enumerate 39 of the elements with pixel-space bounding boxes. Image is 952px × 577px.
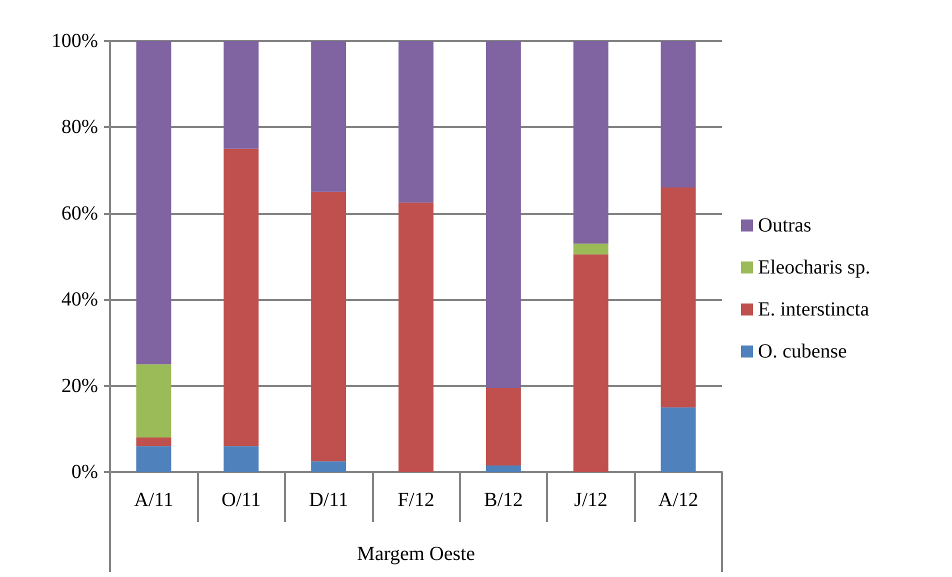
bar: [136, 364, 172, 438]
bar: [136, 41, 172, 364]
bar: [224, 41, 259, 149]
x-tick-label: O/11: [222, 489, 261, 511]
legend-label: E. interstincta: [758, 298, 870, 320]
bar: [573, 244, 608, 254]
y-tick-label: 0%: [71, 461, 98, 483]
bar: [486, 41, 521, 388]
y-tick-label: 20%: [61, 374, 98, 397]
bar: [311, 41, 346, 192]
legend-label: O. cubense: [758, 340, 847, 362]
bar: [398, 202, 434, 472]
y-tick-label: 60%: [61, 202, 98, 224]
x-tick-label: A/11: [134, 489, 174, 511]
bar: [224, 148, 259, 446]
bar: [311, 192, 346, 462]
x-tick-label: B/12: [484, 489, 523, 511]
bar: [573, 41, 608, 244]
bar: [136, 438, 172, 446]
legend-label: Outras: [758, 214, 812, 236]
bar: [660, 407, 696, 472]
x-tick-label: F/12: [398, 489, 434, 511]
bar: [486, 466, 521, 472]
x-tick-label: D/11: [308, 489, 348, 511]
y-tick-label: 80%: [61, 116, 98, 138]
bar: [660, 188, 696, 408]
x-axis-title: Margem Oeste: [357, 543, 476, 565]
bar: [398, 41, 434, 203]
y-tick-label: 40%: [61, 288, 98, 311]
y-tick-label: 100%: [51, 30, 98, 52]
bar: [136, 446, 172, 472]
bar: [660, 41, 696, 188]
x-tick-label: J/12: [574, 489, 608, 511]
bar: [224, 446, 259, 472]
legend-label: Eleocharis sp.: [758, 256, 870, 278]
x-tick-label: A/12: [658, 489, 698, 511]
bar: [311, 461, 346, 472]
bar: [573, 254, 608, 472]
bar: [486, 388, 521, 466]
